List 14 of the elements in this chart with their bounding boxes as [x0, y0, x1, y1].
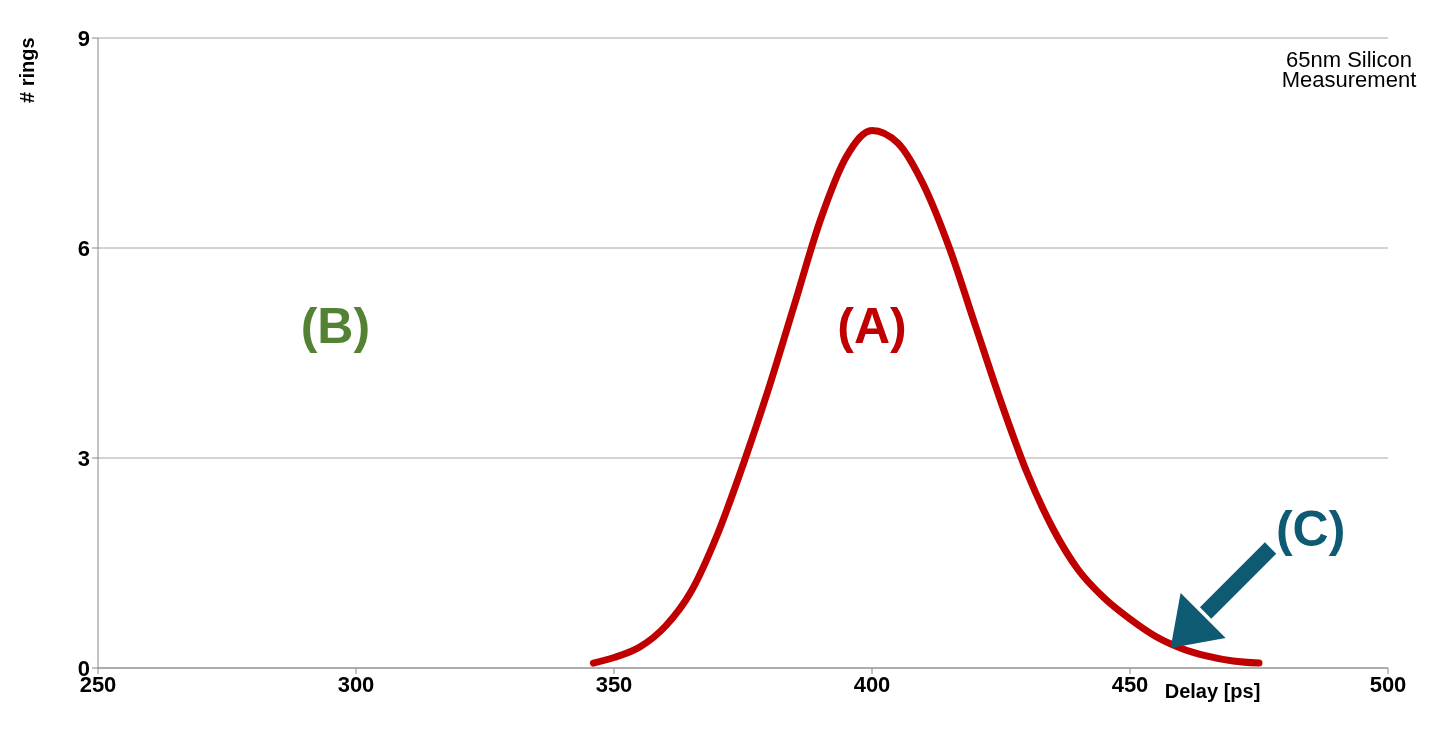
annotation: (C) — [1275, 500, 1346, 557]
x-tick-label: 500 — [1369, 671, 1407, 697]
x-tick-label: 300 — [337, 671, 375, 697]
annotation: (A) — [837, 297, 907, 354]
x-tick-label: 400 — [853, 671, 891, 697]
y-axis-title: # rings — [16, 37, 39, 103]
annotation: 65nm Silicon Measurement — [1280, 47, 1418, 92]
x-tick-label: 350 — [595, 671, 633, 697]
x-axis-title: Delay [ps] — [1164, 680, 1261, 703]
y-tick-label: 3 — [77, 445, 90, 471]
y-tick-label: 6 — [77, 235, 90, 261]
x-tick-label: 450 — [1111, 671, 1149, 697]
annotation: (B) — [300, 297, 371, 354]
y-tick-label: 9 — [77, 25, 90, 51]
